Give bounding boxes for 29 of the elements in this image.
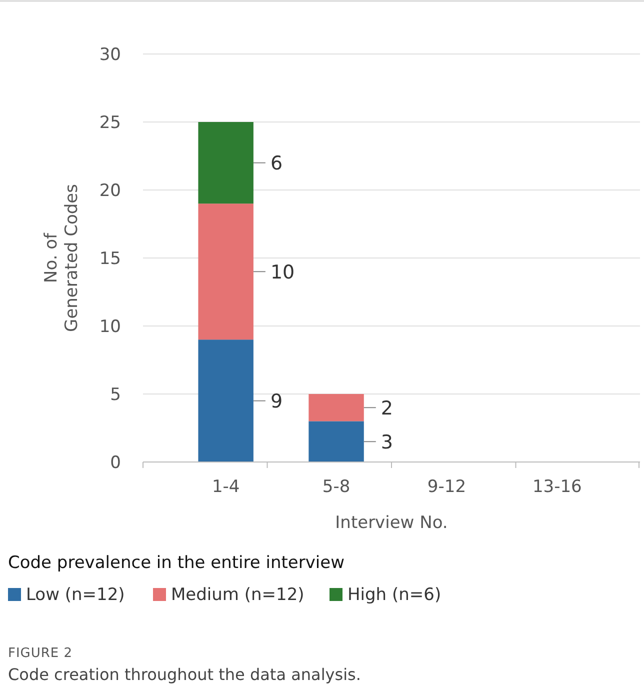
data-label: 9 — [270, 390, 283, 412]
legend-title: Code prevalence in the entire interview — [8, 553, 345, 573]
y-tick-label: 25 — [99, 112, 121, 133]
y-tick-label: 30 — [99, 44, 121, 65]
caption: FIGURE 2 — [8, 646, 73, 661]
y-tick-label: 10 — [99, 316, 121, 337]
legend-label: Medium (n=12) — [171, 585, 304, 605]
text: Code creation throughout the data analysis. — [8, 665, 361, 684]
x-tick-label: 9-12 — [427, 477, 466, 497]
y-tick-label: 5 — [110, 384, 121, 405]
data-label: 6 — [270, 152, 283, 174]
bar — [198, 122, 254, 204]
data-label: 3 — [380, 431, 393, 454]
legend-label: Low (n=12) — [26, 585, 125, 605]
y-axis-title: No. of Generated Codes — [42, 184, 82, 332]
y-tick-label: 15 — [99, 248, 121, 269]
x-tick-label: 1-4 — [212, 477, 240, 497]
y-tick-label: 20 — [99, 180, 121, 201]
bar — [308, 421, 364, 462]
x-axis-title: Interview No. — [335, 513, 448, 533]
data-label: 2 — [380, 397, 393, 420]
x-tick-label: 5-8 — [322, 477, 350, 497]
legend-label: High (n=6) — [348, 585, 442, 605]
data-label: 10 — [270, 261, 295, 284]
y-tick-label: 0 — [110, 452, 121, 473]
x-tick-label: 13-16 — [532, 477, 582, 497]
bar — [198, 340, 254, 462]
bar — [308, 394, 364, 422]
bar — [198, 204, 254, 340]
